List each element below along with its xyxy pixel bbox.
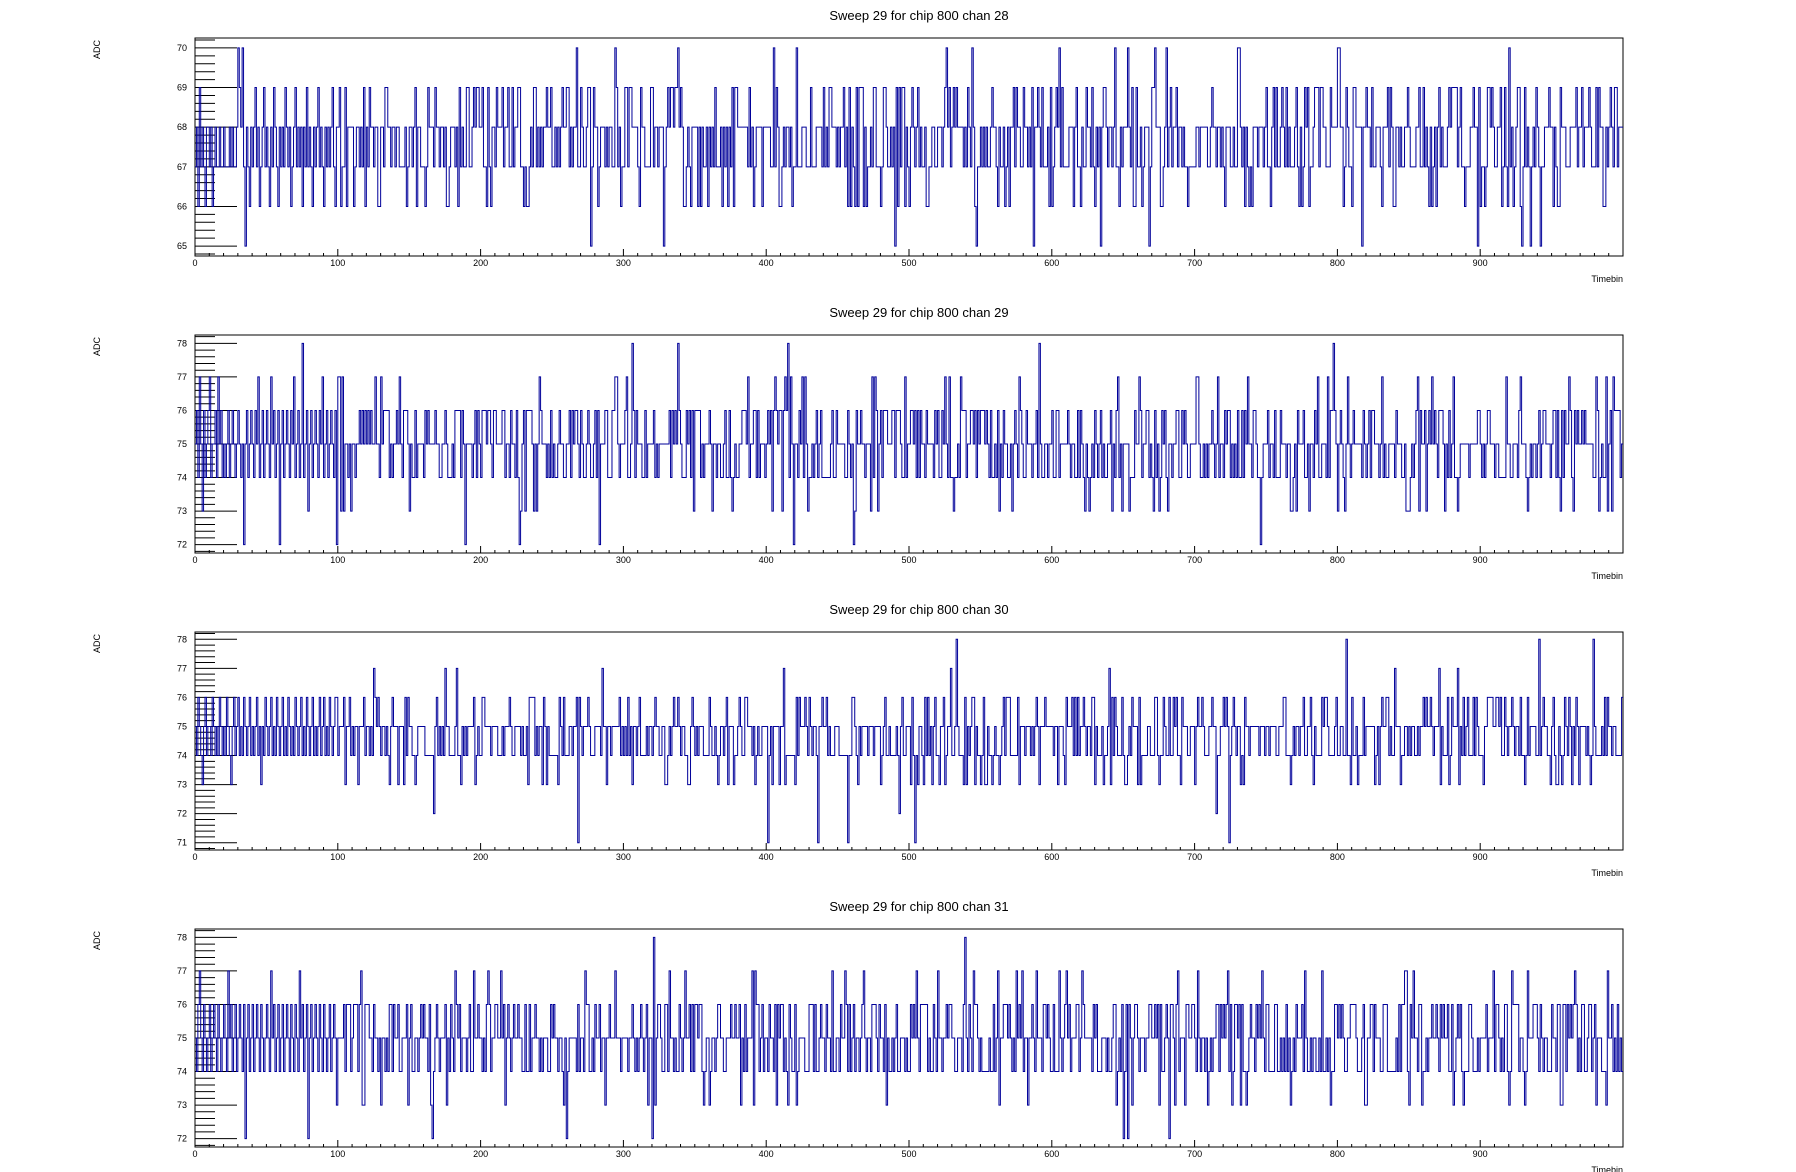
- x-tick-label: 600: [1044, 1149, 1059, 1159]
- x-tick-label: 300: [616, 1149, 631, 1159]
- y-tick-label: 78: [177, 932, 187, 942]
- x-tick-label: 600: [1044, 852, 1059, 862]
- x-tick-label: 900: [1473, 258, 1488, 268]
- panel-1: Sweep 29 for chip 800 chan 29 ADC Timebin 7…: [92, 305, 1624, 581]
- x-tick-label: 700: [1187, 1149, 1202, 1159]
- x-tick-label: 800: [1330, 258, 1345, 268]
- x-tick-label: 500: [901, 852, 916, 862]
- x-tick-label: 400: [759, 1149, 774, 1159]
- x-axis-label: Timebin: [1591, 274, 1623, 284]
- x-tick-label: 0: [192, 555, 197, 565]
- panel-title: Sweep 29 for chip 800 chan 29: [829, 305, 1008, 320]
- y-tick-label: 70: [177, 43, 187, 53]
- x-tick-label: 100: [330, 852, 345, 862]
- y-tick-label: 67: [177, 162, 187, 172]
- y-tick-label: 74: [177, 473, 187, 483]
- panel-title: Sweep 29 for chip 800 chan 30: [829, 602, 1008, 617]
- y-tick-label: 78: [177, 338, 187, 348]
- x-tick-label: 400: [759, 852, 774, 862]
- panel-title: Sweep 29 for chip 800 chan 28: [829, 8, 1008, 23]
- y-tick-label: 72: [177, 1134, 187, 1144]
- y-tick-label: 72: [177, 540, 187, 550]
- x-tick-label: 900: [1473, 555, 1488, 565]
- y-tick-label: 77: [177, 663, 187, 673]
- y-tick-label: 76: [177, 405, 187, 415]
- x-tick-label: 300: [616, 555, 631, 565]
- y-tick-label: 65: [177, 241, 187, 251]
- y-axis-label: ADC: [92, 40, 102, 60]
- panel-2: Sweep 29 for chip 800 chan 30 ADC Timebin 7…: [92, 602, 1624, 878]
- x-tick-label: 200: [473, 258, 488, 268]
- x-axis-label: Timebin: [1591, 571, 1623, 581]
- x-tick-label: 0: [192, 1149, 197, 1159]
- y-tick-label: 71: [177, 838, 187, 848]
- y-tick-label: 73: [177, 1100, 187, 1110]
- series-line-0: [195, 342, 1623, 546]
- y-tick-label: 66: [177, 201, 187, 211]
- y-tick-label: 74: [177, 751, 187, 761]
- y-axis-label: ADC: [92, 337, 102, 357]
- x-tick-label: 200: [473, 1149, 488, 1159]
- x-tick-label: 200: [473, 852, 488, 862]
- x-tick-label: 700: [1187, 852, 1202, 862]
- x-tick-label: 900: [1473, 852, 1488, 862]
- x-tick-label: 500: [901, 555, 916, 565]
- y-tick-label: 69: [177, 83, 187, 93]
- y-tick-label: 75: [177, 439, 187, 449]
- y-tick-label: 77: [177, 966, 187, 976]
- x-tick-label: 600: [1044, 555, 1059, 565]
- panel-3: Sweep 29 for chip 800 chan 31 ADC Timebin 7…: [92, 899, 1624, 1172]
- x-tick-label: 500: [901, 1149, 916, 1159]
- y-tick-label: 78: [177, 634, 187, 644]
- x-tick-label: 800: [1330, 1149, 1345, 1159]
- x-tick-label: 700: [1187, 555, 1202, 565]
- y-tick-label: 76: [177, 692, 187, 702]
- x-tick-label: 500: [901, 258, 916, 268]
- x-tick-label: 100: [330, 1149, 345, 1159]
- x-tick-label: 400: [759, 258, 774, 268]
- y-tick-label: 77: [177, 372, 187, 382]
- panel-0: Sweep 29 for chip 800 chan 28 ADC Timebin 6…: [92, 8, 1624, 284]
- x-tick-label: 100: [330, 555, 345, 565]
- series-line-0: [195, 47, 1623, 247]
- x-tick-label: 600: [1044, 258, 1059, 268]
- x-axis-label: Timebin: [1591, 1165, 1623, 1172]
- y-tick-label: 73: [177, 780, 187, 790]
- x-tick-label: 300: [616, 258, 631, 268]
- x-tick-label: 700: [1187, 258, 1202, 268]
- y-tick-label: 73: [177, 506, 187, 516]
- x-tick-label: 0: [192, 852, 197, 862]
- x-axis-label: Timebin: [1591, 868, 1623, 878]
- y-tick-label: 68: [177, 122, 187, 132]
- x-tick-label: 800: [1330, 852, 1345, 862]
- x-tick-label: 0: [192, 258, 197, 268]
- y-tick-label: 75: [177, 1033, 187, 1043]
- y-axis-label: ADC: [92, 634, 102, 654]
- x-tick-label: 900: [1473, 1149, 1488, 1159]
- x-tick-label: 100: [330, 258, 345, 268]
- y-tick-label: 75: [177, 721, 187, 731]
- panel-title: Sweep 29 for chip 800 chan 31: [829, 899, 1008, 914]
- y-tick-label: 72: [177, 809, 187, 819]
- x-tick-label: 800: [1330, 555, 1345, 565]
- x-tick-label: 300: [616, 852, 631, 862]
- y-tick-label: 74: [177, 1067, 187, 1077]
- y-tick-label: 76: [177, 999, 187, 1009]
- series-line-0: [195, 936, 1623, 1140]
- x-tick-label: 200: [473, 555, 488, 565]
- y-axis-label: ADC: [92, 931, 102, 951]
- x-tick-label: 400: [759, 555, 774, 565]
- series-line-0: [195, 638, 1623, 844]
